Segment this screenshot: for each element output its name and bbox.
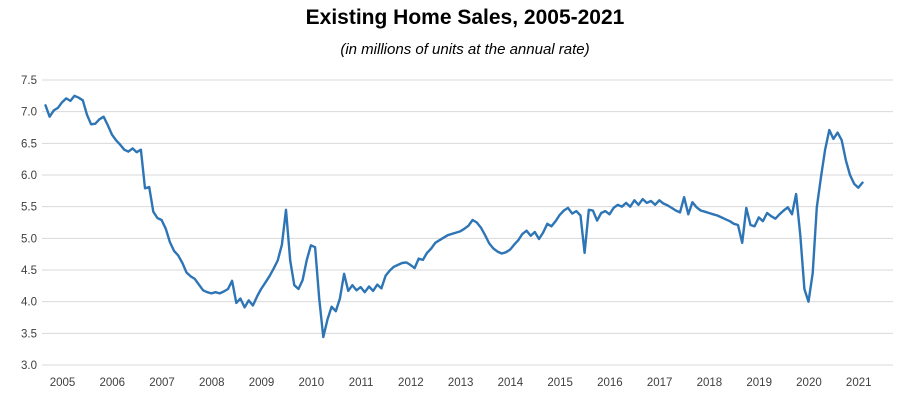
y-axis-tick-label: 5.5 (21, 202, 37, 214)
x-axis-tick-label: 2005 (50, 377, 76, 389)
x-axis-tick-label: 2019 (746, 377, 772, 389)
x-axis-tick-label: 2007 (149, 377, 175, 389)
x-axis-tick-label: 2018 (697, 377, 723, 389)
x-axis-tick-label: 2006 (99, 377, 125, 389)
chart-title: Existing Home Sales, 2005-2021 (305, 6, 625, 29)
x-axis-tick-label: 2017 (647, 377, 673, 389)
x-axis-tick-label: 2009 (249, 377, 275, 389)
sales-data-line (44, 94, 864, 339)
x-axis-tick-label: 2015 (547, 377, 573, 389)
y-axis-tick-label: 3.5 (21, 328, 37, 340)
y-axis-tick-label: 4.5 (21, 265, 37, 277)
x-axis-tick-label: 2010 (299, 377, 325, 389)
x-axis-tick-label: 2011 (349, 377, 374, 389)
x-axis-tick-label: 2012 (398, 377, 424, 389)
x-axis-tick-label: 2008 (199, 377, 225, 389)
y-axis-tick-label: 3.0 (21, 360, 37, 372)
y-axis-tick-label: 7.0 (21, 107, 37, 119)
y-axis-tick-label: 5.0 (21, 233, 37, 245)
x-axis-tick-label: 2014 (498, 377, 524, 389)
chart-subtitle: (in millions of units at the annual rate… (340, 41, 590, 58)
y-axis-tick-label: 6.0 (21, 170, 37, 182)
x-axis-tick-label: 2016 (597, 377, 623, 389)
x-axis-tick-label: 2021 (846, 377, 872, 389)
y-axis-tick-label: 4.0 (21, 297, 37, 309)
x-axis-tick-label: 2013 (448, 377, 474, 389)
x-axis-tick-label: 2020 (796, 377, 822, 389)
y-axis-tick-label: 7.5 (21, 75, 37, 87)
y-axis-tick-label: 6.5 (21, 138, 37, 150)
